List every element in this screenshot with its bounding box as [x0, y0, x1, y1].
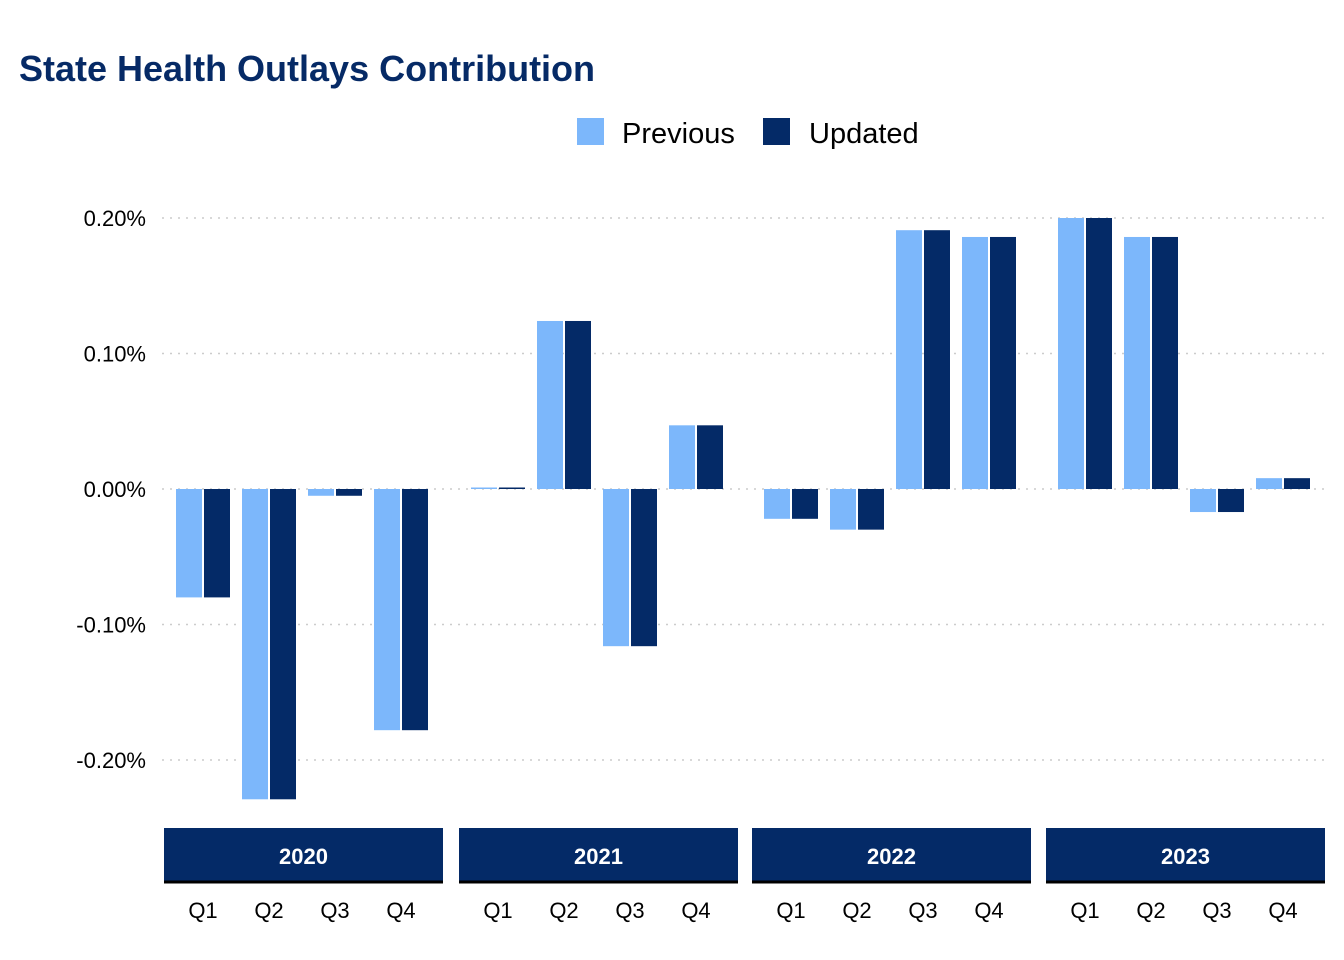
bar-updated-2021-q1 — [499, 487, 525, 489]
x-tick-label: Q3 — [1202, 898, 1231, 923]
bar-updated-2020-q4 — [402, 489, 428, 731]
x-tick-label: Q4 — [681, 898, 710, 923]
bar-previous-2022-q1 — [764, 489, 790, 519]
bar-previous-2020-q3 — [308, 489, 334, 496]
bar-updated-2021-q2 — [565, 320, 591, 489]
y-tick-label: -0.10% — [76, 613, 146, 638]
legend-label-previous: Previous — [622, 118, 735, 150]
bar-previous-2020-q1 — [176, 489, 202, 598]
bar-previous-2021-q4 — [669, 425, 695, 489]
bar-previous-2021-q1 — [471, 487, 497, 489]
chart-title: State Health Outlays Contribution — [19, 48, 596, 89]
bar-updated-2020-q1 — [204, 489, 230, 598]
bar-updated-2021-q4 — [697, 425, 723, 489]
x-tick-label: Q4 — [974, 898, 1003, 923]
x-tick-label: Q2 — [1136, 898, 1165, 923]
x-tick-label: Q3 — [615, 898, 644, 923]
bar-previous-2021-q2 — [537, 320, 563, 489]
bar-updated-2023-q3 — [1218, 489, 1244, 513]
y-tick-label: 0.20% — [84, 206, 146, 231]
x-tick-label: Q4 — [386, 898, 415, 923]
bar-updated-2023-q1 — [1086, 218, 1112, 489]
legend-label-updated: Updated — [809, 118, 919, 150]
bar-updated-2020-q3 — [336, 489, 362, 496]
bar-updated-2022-q2 — [858, 489, 884, 530]
x-tick-label: Q2 — [549, 898, 578, 923]
x-tick-label: Q3 — [908, 898, 937, 923]
facet-label: 2020 — [279, 844, 328, 869]
facet-strip-2021 — [459, 828, 738, 881]
bar-updated-2023-q4 — [1284, 478, 1310, 489]
y-tick-label: -0.20% — [76, 748, 146, 773]
bar-previous-2023-q2 — [1124, 236, 1150, 489]
bar-updated-2022-q1 — [792, 489, 818, 519]
legend-swatch-previous — [577, 118, 604, 145]
bar-updated-2022-q4 — [990, 236, 1016, 489]
y-tick-label: 0.00% — [84, 477, 146, 502]
bar-previous-2023-q1 — [1058, 218, 1084, 489]
facet-label: 2021 — [574, 844, 623, 869]
bar-previous-2022-q2 — [830, 489, 856, 530]
bar-updated-2023-q2 — [1152, 236, 1178, 489]
bar-updated-2021-q3 — [631, 489, 657, 647]
bar-previous-2022-q4 — [962, 236, 988, 489]
bar-previous-2022-q3 — [896, 230, 922, 489]
x-tick-label: Q1 — [188, 898, 217, 923]
x-tick-label: Q3 — [320, 898, 349, 923]
facet-label: 2023 — [1161, 844, 1210, 869]
x-tick-label: Q1 — [1070, 898, 1099, 923]
bar-previous-2023-q4 — [1256, 478, 1282, 489]
facet-strip-2022 — [752, 828, 1031, 881]
x-tick-label: Q1 — [776, 898, 805, 923]
x-tick-label: Q2 — [842, 898, 871, 923]
y-tick-label: 0.10% — [84, 342, 146, 367]
facet-strip-2020 — [164, 828, 443, 881]
bar-previous-2020-q2 — [242, 489, 268, 800]
legend-swatch-updated — [763, 118, 790, 145]
bar-previous-2020-q4 — [374, 489, 400, 731]
x-tick-label: Q1 — [483, 898, 512, 923]
x-tick-label: Q2 — [254, 898, 283, 923]
bar-updated-2022-q3 — [924, 230, 950, 489]
facet-strip-2023 — [1046, 828, 1325, 881]
bar-previous-2021-q3 — [603, 489, 629, 647]
x-tick-label: Q4 — [1268, 898, 1297, 923]
bar-updated-2020-q2 — [270, 489, 296, 800]
bar-previous-2023-q3 — [1190, 489, 1216, 513]
facet-label: 2022 — [867, 844, 916, 869]
